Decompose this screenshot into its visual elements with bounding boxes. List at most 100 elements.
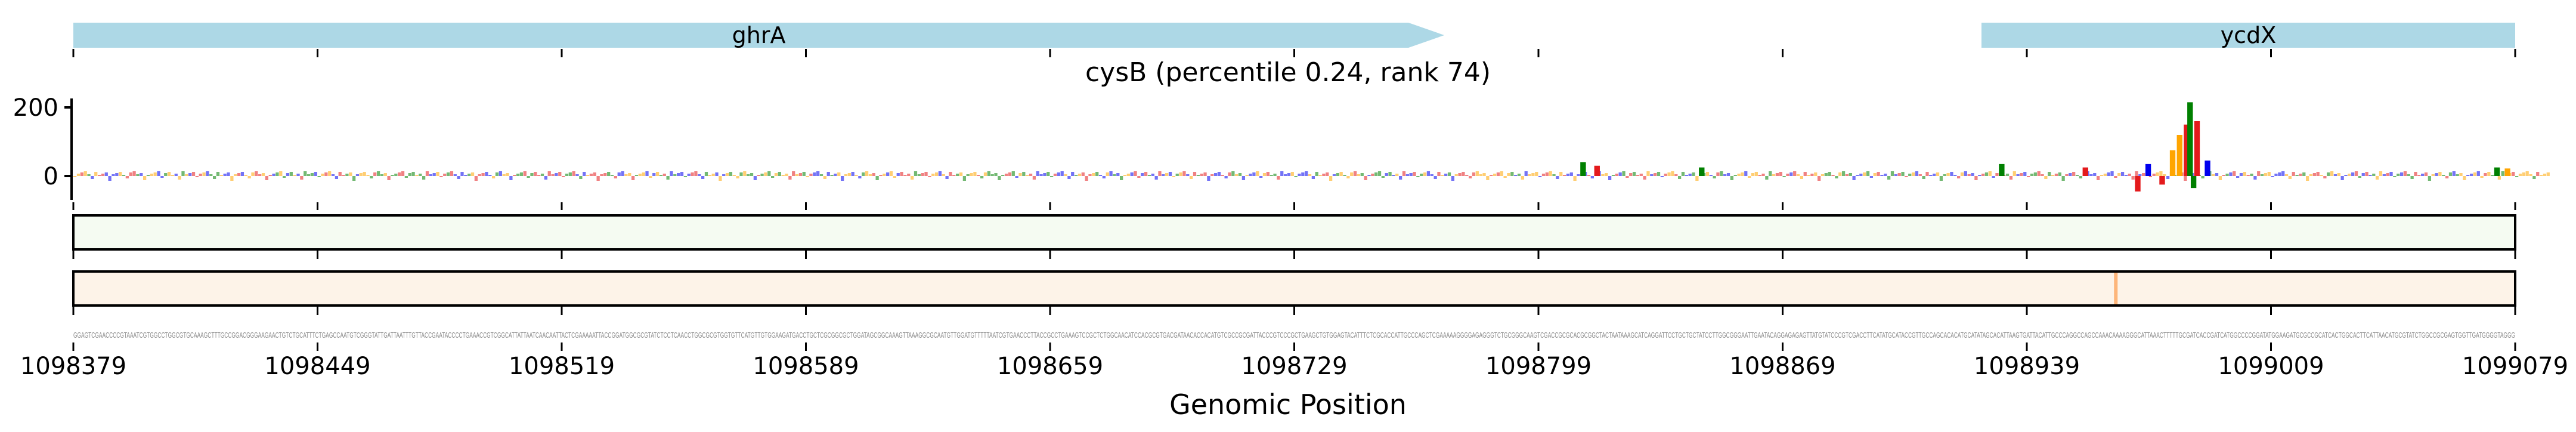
logo-letters — [73, 102, 2550, 192]
logo-letter — [411, 172, 415, 176]
logo-letter — [600, 174, 603, 176]
logo-letter — [1046, 172, 1050, 176]
logo-letter — [2435, 173, 2438, 176]
logo-letter — [349, 172, 352, 176]
logo-letter — [662, 174, 666, 176]
logo-letter — [2005, 174, 2010, 176]
logo-letter — [2393, 176, 2397, 177]
logo-letter — [209, 174, 213, 176]
logo-letter — [2539, 175, 2543, 176]
logo-letter — [1256, 171, 1259, 176]
logo-letter — [150, 174, 153, 176]
logo-letter — [1298, 174, 1301, 176]
logo-letter — [1974, 176, 1978, 180]
logo-letter — [1988, 171, 1992, 176]
logo-letter — [1074, 175, 1078, 176]
logo-letter — [1098, 175, 1103, 176]
logo-letter — [844, 174, 848, 176]
logo-letter — [321, 174, 324, 176]
logo-letter — [1399, 176, 1402, 180]
logo-letter — [1894, 174, 1897, 176]
logo-letter — [1221, 175, 1224, 176]
logo-letter — [1632, 172, 1636, 176]
logo-letter — [1863, 172, 1866, 176]
logo-letter — [757, 175, 760, 176]
logo-letter — [195, 176, 199, 177]
logo-letter — [1381, 176, 1385, 178]
logo-letter — [230, 176, 234, 181]
logo-letter — [502, 174, 506, 176]
logo-letter — [244, 175, 247, 176]
logo-letter — [2389, 172, 2393, 176]
logo-letter — [2522, 172, 2525, 176]
logo-letter-peak — [2145, 163, 2151, 176]
logo-letter — [917, 174, 921, 176]
logo-letter — [687, 174, 691, 176]
logo-letter — [847, 173, 851, 176]
logo-letter — [1318, 175, 1322, 176]
logo-letter — [1654, 173, 1657, 176]
logo-letter — [1413, 172, 1416, 176]
logo-letter — [2128, 174, 2131, 176]
logo-letter — [450, 171, 454, 176]
logo-letter — [778, 172, 781, 176]
logo-letter — [1538, 176, 1542, 177]
logo-letter — [2089, 174, 2093, 176]
logo-letter — [1357, 174, 1361, 176]
logo-letter — [2358, 176, 2362, 178]
logo-letter — [2201, 176, 2205, 178]
logo-letter — [655, 172, 660, 176]
logo-letter — [2257, 171, 2261, 176]
logo-letter — [1283, 174, 1287, 176]
logo-letter — [938, 171, 942, 176]
logo-letter — [2476, 171, 2480, 176]
logo-letter — [1475, 171, 1479, 176]
logo-letter-peak — [1594, 165, 1600, 176]
logo-letter — [286, 173, 290, 176]
logo-letter — [2536, 172, 2540, 176]
logo-letter — [1022, 172, 1026, 176]
logo-letter — [1789, 172, 1793, 176]
logo-letter — [879, 175, 883, 176]
logo-letter — [1751, 173, 1755, 176]
logo-letter — [2431, 174, 2435, 176]
logo-letter — [1953, 175, 1957, 176]
logo-letter — [1423, 172, 1427, 176]
logo-letter — [2020, 173, 2023, 176]
logo-letter — [795, 174, 799, 176]
logo-letter — [352, 176, 356, 181]
logo-letter — [1807, 175, 1810, 176]
logo-letter — [304, 171, 307, 176]
logo-letter — [2448, 172, 2453, 176]
logo-letter — [2239, 173, 2243, 176]
logo-letter — [1720, 171, 1723, 176]
logo-letter — [2484, 173, 2487, 176]
logo-letter — [2110, 171, 2114, 176]
logo-letter — [1071, 172, 1075, 176]
logo-letter — [1172, 176, 1176, 177]
logo-letter — [715, 172, 719, 176]
logo-y-axis: 200 0 — [13, 94, 73, 200]
logo-letter — [1981, 174, 1985, 176]
logo-letter — [875, 176, 879, 180]
logo-letter — [1301, 172, 1305, 176]
logo-letter — [1929, 175, 1933, 176]
gene-ghrA-arrow[interactable] — [73, 23, 1445, 48]
logo-letter — [1744, 171, 1748, 176]
logo-letter — [268, 175, 272, 176]
logo-letter — [275, 172, 279, 176]
logo-letter — [900, 172, 903, 176]
logo-letter — [1995, 173, 1999, 176]
logo-letter — [2323, 176, 2327, 178]
gene-ycdX-bar[interactable] — [1981, 23, 2515, 48]
logo-letter — [1820, 174, 1825, 176]
logo-letter — [638, 174, 642, 176]
logo-letter — [1786, 174, 1789, 176]
logo-letter — [2442, 175, 2445, 176]
logo-letter — [1922, 176, 1925, 179]
logo-letter — [1964, 171, 1967, 176]
logo-letter — [178, 176, 181, 180]
logo-letter — [568, 172, 572, 176]
logo-letter — [1259, 176, 1263, 178]
logo-letter — [2166, 176, 2170, 179]
